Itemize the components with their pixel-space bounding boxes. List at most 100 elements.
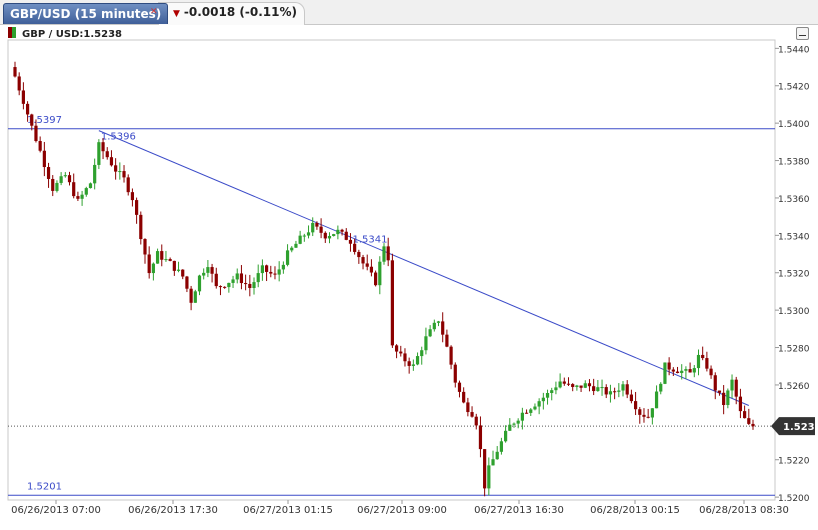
- y-tick-label: 1.5360: [778, 195, 810, 205]
- candle-body: [550, 390, 554, 393]
- candle-body: [93, 164, 97, 184]
- candle-body: [118, 171, 122, 173]
- candle-body: [596, 387, 600, 392]
- candle-body: [613, 391, 617, 393]
- candle-body: [487, 465, 491, 489]
- candle-body: [84, 188, 88, 195]
- close-icon[interactable]: ✕: [150, 7, 158, 17]
- candle-body: [218, 286, 223, 288]
- candle-body: [252, 282, 256, 289]
- candle-body: [579, 385, 583, 388]
- candle-body: [520, 412, 524, 421]
- candle-body: [361, 257, 365, 264]
- candle-body: [722, 392, 726, 406]
- candle-body: [336, 229, 340, 235]
- candle-body: [135, 200, 139, 215]
- candle-body: [38, 141, 42, 151]
- x-tick-label: 06/27/2013 01:15: [243, 505, 333, 516]
- candle-body: [172, 260, 176, 271]
- price-change: ▼ -0.0018 (-0.11%): [173, 5, 297, 19]
- down-arrow-icon: ▼: [173, 9, 180, 19]
- candle-body: [592, 386, 596, 392]
- candle-body: [17, 76, 21, 91]
- candle-legend-icon: [8, 27, 16, 38]
- candle-body: [114, 165, 118, 172]
- candle-body: [273, 273, 277, 275]
- candle-body: [407, 361, 411, 366]
- chart-tab-label: GBP/USD (15 minutes): [10, 7, 162, 21]
- x-tick-label: 06/28/2013 08:30: [699, 505, 789, 516]
- candle-body: [726, 390, 730, 406]
- y-tick-label: 1.5220: [778, 457, 810, 467]
- candle-body: [462, 391, 466, 403]
- candle-body: [625, 384, 629, 395]
- candle-body: [101, 142, 105, 152]
- horizontal-level-label: 1.5201: [27, 481, 62, 492]
- candle-body: [348, 239, 353, 244]
- candle-body: [633, 401, 638, 410]
- y-tick-label: 1.5300: [778, 307, 810, 317]
- candle-body: [483, 449, 487, 489]
- candle-body: [260, 265, 264, 274]
- chart-tab[interactable]: GBP/USD (15 minutes): [3, 3, 169, 24]
- candle-body: [621, 384, 625, 391]
- x-tick-label: 06/26/2013 17:30: [128, 505, 218, 516]
- candle-body: [457, 382, 462, 392]
- candle-body: [709, 368, 713, 376]
- candle-body: [357, 251, 361, 258]
- candle-body: [235, 273, 239, 280]
- candle-body: [445, 334, 449, 347]
- candle-body: [680, 370, 684, 374]
- candle-body: [403, 353, 407, 362]
- y-tick-label: 1.5200: [778, 494, 810, 504]
- last-price-tag: [771, 417, 815, 436]
- candle-body: [197, 275, 202, 292]
- candle-body: [575, 385, 579, 387]
- candle-body: [587, 383, 592, 387]
- candle-body: [151, 263, 155, 274]
- x-tick-label: 06/27/2013 09:00: [357, 505, 447, 516]
- candle-body: [231, 279, 235, 283]
- candle-body: [34, 125, 38, 142]
- candle-body: [420, 350, 424, 357]
- candle-body: [210, 267, 214, 274]
- candle-body: [143, 239, 147, 255]
- candle-body: [214, 273, 218, 287]
- candle-body: [629, 394, 633, 402]
- candle-body: [508, 424, 512, 431]
- candle-body: [386, 246, 390, 261]
- candle-body: [495, 451, 499, 460]
- candlestick-chart[interactable]: 1.5440 1.5420 1.5400 1.5380 1.5360 1.5340 1.53…: [0, 24, 818, 530]
- candle-body: [415, 356, 420, 365]
- candle-body: [248, 283, 252, 289]
- candle-body: [239, 273, 244, 284]
- candle-body: [394, 345, 399, 352]
- candle-body: [46, 167, 51, 179]
- candle-body: [327, 235, 332, 239]
- candle-body: [432, 322, 436, 330]
- candle-body: [646, 416, 650, 418]
- trendline: [98, 130, 750, 406]
- candle-body: [311, 222, 315, 233]
- candle-body: [529, 409, 533, 413]
- candle-body: [294, 243, 298, 248]
- minimize-button[interactable]: [796, 27, 809, 40]
- candle-body: [747, 418, 751, 424]
- candle-body: [193, 291, 197, 303]
- candle-body: [675, 371, 680, 374]
- y-tick-label: 1.5400: [778, 120, 810, 130]
- candle-body: [63, 175, 67, 177]
- legend-label: GBP / USD:1.5238: [22, 29, 122, 40]
- candle-body: [244, 283, 248, 285]
- candle-body: [524, 412, 529, 414]
- candle-body: [692, 368, 696, 373]
- candle-body: [650, 408, 654, 418]
- candle-body: [705, 358, 709, 369]
- candle-body: [139, 214, 143, 240]
- candle-body: [168, 259, 172, 261]
- annotation-label: 1.5341: [352, 234, 387, 245]
- candle-body: [25, 103, 30, 115]
- candle-body: [340, 229, 344, 232]
- candle-body: [470, 412, 474, 417]
- candle-body: [374, 272, 378, 286]
